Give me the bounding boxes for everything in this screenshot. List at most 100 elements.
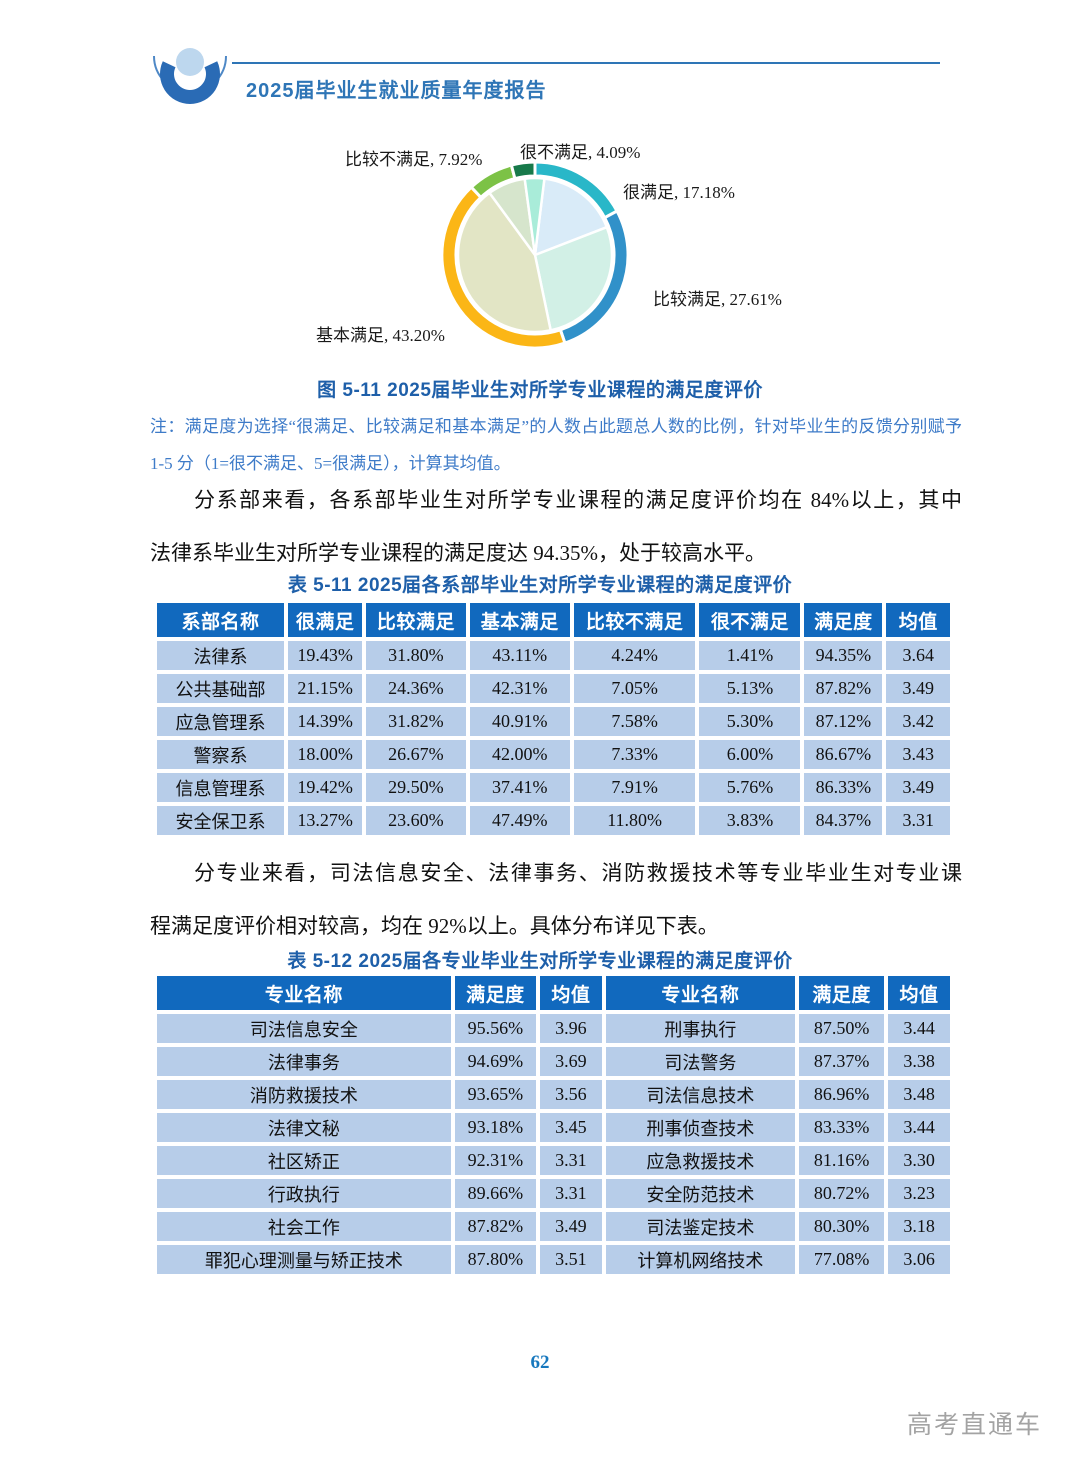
table-cell: 3.43 (886, 740, 950, 769)
table-cell: 行政执行 (157, 1179, 451, 1208)
table-header-cell: 很满足 (287, 603, 363, 637)
table-row: 社会工作 87.82% 3.49 司法鉴定技术 80.30% 3.18 (157, 1212, 950, 1241)
table-header-cell: 专业名称 (157, 976, 451, 1010)
table-cell: 安全保卫系 (157, 806, 284, 835)
table-cell: 3.06 (888, 1245, 950, 1274)
paragraph-line: 分专业来看，司法信息安全、法律事务、消防救援技术等专业毕业生对专业课 (194, 861, 962, 885)
table-cell: 3.44 (888, 1014, 950, 1043)
table-cell: 42.00% (469, 740, 570, 769)
table-cell: 社区矫正 (157, 1146, 451, 1175)
table-header-cell: 满足度 (799, 976, 885, 1010)
table-cell: 6.00% (699, 740, 801, 769)
table-cell: 5.30% (699, 707, 801, 736)
table-cell: 消防救援技术 (157, 1080, 451, 1109)
table-cell: 95.56% (454, 1014, 536, 1043)
report-header-title: 2025届毕业生就业质量年度报告 (246, 80, 547, 102)
table-row: 应急管理系 14.39% 31.82% 40.91% 7.58% 5.30% 87.12% 3… (157, 707, 950, 736)
table-cell: 罪犯心理测量与矫正技术 (157, 1245, 451, 1274)
table-cell: 7.33% (573, 740, 696, 769)
table-header-cell: 系部名称 (157, 603, 284, 637)
table-cell: 83.33% (799, 1113, 885, 1142)
table-cell: 77.08% (799, 1245, 885, 1274)
paragraph-major-overview: 分专业来看，司法信息安全、法律事务、消防救援技术等专业毕业生对专业课 程满足度评… (150, 847, 962, 953)
table-cell: 5.76% (699, 773, 801, 802)
table-cell: 1.41% (699, 641, 801, 670)
table-cell: 警察系 (157, 740, 284, 769)
pie-ring-segment (509, 160, 537, 181)
table-cell: 40.91% (469, 707, 570, 736)
pie-label-very-satisfied: 很满足, 17.18% (623, 183, 735, 202)
table-cell: 87.82% (454, 1212, 536, 1241)
table-cell: 92.31% (454, 1146, 536, 1175)
table-cell: 3.83% (699, 806, 801, 835)
table-cell: 19.42% (287, 773, 363, 802)
pie-inner-segment (533, 177, 609, 257)
table-cell: 21.15% (287, 674, 363, 703)
table-cell: 法律系 (157, 641, 284, 670)
table-header-cell: 满足度 (454, 976, 536, 1010)
table-cell: 93.65% (454, 1080, 536, 1109)
table-cell: 7.58% (573, 707, 696, 736)
table-5-11-caption: 表 5-11 2025届各系部毕业生对所学专业课程的满足度评价 (287, 575, 793, 596)
table-5-12: 专业名称 满足度 均值 专业名称 满足度 均值 司法信息安全 95.56% 3.96 刑事执行 87… (153, 972, 954, 1278)
pie-chart-svg (440, 160, 630, 350)
table-cell: 89.66% (454, 1179, 536, 1208)
table-row: 罪犯心理测量与矫正技术 87.80% 3.51 计算机网络技术 77.08% 3.06 (157, 1245, 950, 1274)
table-5-12-caption: 表 5-12 2025届各专业毕业生对所学专业课程的满足度评价 (287, 951, 793, 972)
table-cell: 87.37% (799, 1047, 885, 1076)
table-cell: 3.56 (539, 1080, 602, 1109)
table-row: 司法信息安全 95.56% 3.96 刑事执行 87.50% 3.44 (157, 1014, 950, 1043)
school-logo-icon (150, 44, 230, 118)
table-cell: 94.69% (454, 1047, 536, 1076)
table-cell: 司法鉴定技术 (605, 1212, 796, 1241)
table-cell: 3.48 (888, 1080, 950, 1109)
table-header-row: 系部名称 很满足 比较满足 基本满足 比较不满足 很不满足 满足度 均值 (157, 603, 950, 637)
pie-inner-segment (533, 225, 614, 332)
table-row: 公共基础部 21.15% 24.36% 42.31% 7.05% 5.13% 87.82% 3… (157, 674, 950, 703)
table-cell: 3.51 (539, 1245, 602, 1274)
table-cell: 47.49% (469, 806, 570, 835)
table-cell: 87.12% (804, 707, 883, 736)
table-row: 法律系 19.43% 31.80% 43.11% 4.24% 1.41% 94.35% 3.6… (157, 641, 950, 670)
table-cell: 3.49 (886, 674, 950, 703)
table-cell: 29.50% (366, 773, 466, 802)
table-cell: 公共基础部 (157, 674, 284, 703)
table-cell: 11.80% (573, 806, 696, 835)
table-cell: 93.18% (454, 1113, 536, 1142)
table-cell: 87.82% (804, 674, 883, 703)
table-cell: 3.45 (539, 1113, 602, 1142)
table-cell: 刑事执行 (605, 1014, 796, 1043)
table-cell: 3.31 (886, 806, 950, 835)
table-cell: 80.72% (799, 1179, 885, 1208)
table-cell: 4.24% (573, 641, 696, 670)
header-rule (232, 62, 940, 64)
table-cell: 计算机网络技术 (605, 1245, 796, 1274)
paragraph-line: 程满足度评价相对较高，均在 92%以上。具体分布详见下表。 (150, 914, 719, 938)
table-cell: 司法信息技术 (605, 1080, 796, 1109)
pie-inner-segment (456, 191, 552, 334)
table-header-cell: 很不满足 (699, 603, 801, 637)
paragraph-department-overview: 分系部来看，各系部毕业生对所学专业课程的满足度评价均在 84%以上，其中 法律系… (150, 474, 962, 580)
table-header-cell: 比较不满足 (573, 603, 696, 637)
table-cell: 3.64 (886, 641, 950, 670)
table-cell: 3.38 (888, 1047, 950, 1076)
pie-label-relatively-satisfied: 比较满足, 27.61% (653, 290, 782, 309)
table-row: 消防救援技术 93.65% 3.56 司法信息技术 86.96% 3.48 (157, 1080, 950, 1109)
table-row: 警察系 18.00% 26.67% 42.00% 7.33% 6.00% 86.67% 3.4… (157, 740, 950, 769)
table-cell: 司法警务 (605, 1047, 796, 1076)
table-cell: 司法信息安全 (157, 1014, 451, 1043)
table-header-cell: 满足度 (804, 603, 883, 637)
table-cell: 法律文秘 (157, 1113, 451, 1142)
pie-label-very-dissatisfied: 很不满足, 4.09% (520, 143, 641, 162)
table-row: 社区矫正 92.31% 3.31 应急救援技术 81.16% 3.30 (157, 1146, 950, 1175)
table-header-cell: 比较满足 (366, 603, 466, 637)
table-cell: 应急救援技术 (605, 1146, 796, 1175)
table-cell: 24.36% (366, 674, 466, 703)
table-cell: 14.39% (287, 707, 363, 736)
table-cell: 3.42 (886, 707, 950, 736)
table-cell: 86.67% (804, 740, 883, 769)
table-cell: 3.96 (539, 1014, 602, 1043)
paragraph-line: 法律系毕业生对所学专业课程的满足度达 94.35%，处于较高水平。 (150, 541, 766, 565)
table-cell: 31.82% (366, 707, 466, 736)
